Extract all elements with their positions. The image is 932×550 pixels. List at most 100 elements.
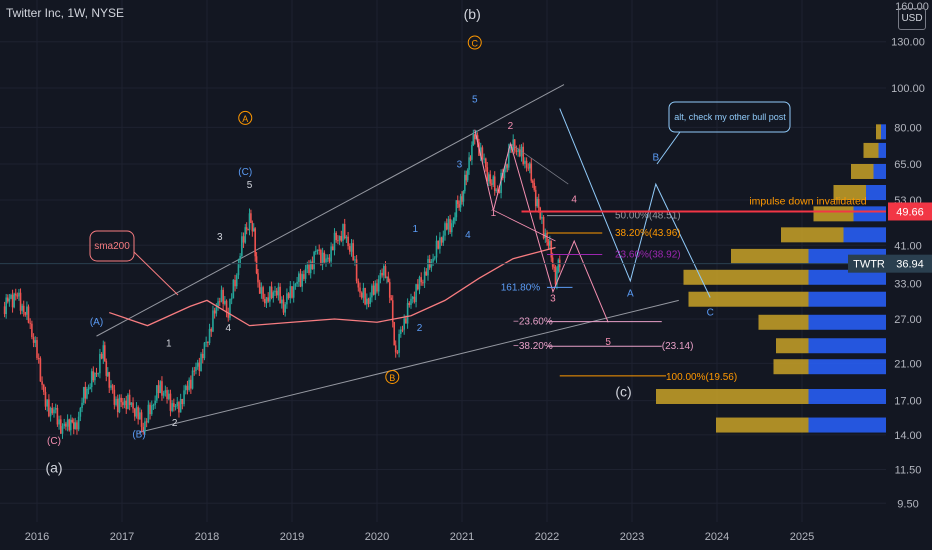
- candle-body: [260, 287, 263, 294]
- candle-body: [417, 284, 419, 290]
- candle-body: [72, 422, 75, 429]
- candle-body: [5, 297, 7, 314]
- candle-body: [301, 274, 303, 287]
- candle-body: [191, 370, 194, 389]
- wave-label-circle: [385, 369, 400, 384]
- candle-body: [454, 217, 456, 221]
- candle-body: [383, 266, 385, 276]
- candle-body: [284, 304, 286, 313]
- candle-body: [208, 328, 211, 343]
- wave-label: 4: [225, 323, 231, 334]
- volume-profile-down-bar: [688, 291, 809, 307]
- candle-body: [437, 240, 439, 249]
- volume-profile-down-bar: [731, 248, 809, 264]
- wave-line: [510, 143, 569, 185]
- candle-body: [422, 282, 424, 284]
- candle-body: [258, 282, 261, 294]
- alt-callout-text: alt, check my other bull post: [674, 112, 786, 122]
- wave-label: 2: [508, 121, 514, 132]
- candle-body: [347, 236, 349, 247]
- price-axis-label: 80.00: [894, 122, 922, 134]
- candle-body: [111, 385, 114, 390]
- candle-body: [298, 273, 300, 282]
- candle-body: [533, 182, 536, 190]
- candle-body: [76, 422, 78, 430]
- candle-body: [350, 243, 353, 252]
- candle-body: [21, 305, 23, 311]
- candle-body: [279, 286, 281, 304]
- volume-profile-down-bar: [683, 269, 809, 285]
- candle-body: [190, 379, 192, 389]
- candle-body: [113, 389, 116, 405]
- candle-body: [551, 257, 554, 267]
- time-axis-label: 2016: [25, 531, 49, 543]
- candle-body: [157, 385, 160, 394]
- volume-profile-up-bar: [808, 359, 886, 375]
- candle-body: [41, 381, 43, 385]
- candle-body: [26, 306, 28, 315]
- volume-profile-down-bar: [863, 142, 879, 158]
- candle-body: [222, 289, 224, 304]
- candle-body: [505, 164, 507, 170]
- candle-body: [509, 147, 512, 149]
- candle-body: [311, 261, 314, 270]
- candle-body: [387, 276, 390, 283]
- candle-body: [503, 169, 506, 179]
- time-axis-label: 2021: [450, 531, 474, 543]
- candle-body: [342, 224, 344, 241]
- candle-body: [44, 391, 47, 407]
- volume-profile-up-bar: [808, 388, 886, 404]
- candle-body: [224, 300, 226, 304]
- candle-body: [188, 379, 190, 390]
- candle-body: [367, 298, 370, 304]
- candle-body: [198, 362, 201, 372]
- candle-body: [374, 283, 377, 295]
- candle-body: [100, 353, 103, 359]
- candle-body: [411, 296, 414, 299]
- candle-body: [6, 297, 9, 302]
- candle-body: [36, 340, 38, 358]
- candle-body: [316, 249, 319, 252]
- candle-body: [553, 266, 555, 268]
- candle-body: [196, 362, 199, 367]
- volume-profile-up-bar: [808, 269, 886, 285]
- candle-body: [13, 293, 15, 308]
- candle-body: [512, 139, 515, 150]
- currency-badge[interactable]: USD: [898, 8, 926, 30]
- candle-body: [349, 246, 351, 252]
- price-axis-label: 21.00: [894, 358, 922, 370]
- candle-body: [539, 207, 541, 219]
- candle-body: [435, 240, 438, 258]
- symbol-badge-text: TWTR: [853, 259, 885, 271]
- candle-body: [234, 279, 236, 287]
- candle-body: [507, 148, 510, 168]
- candle-body: [154, 400, 156, 405]
- candle-body: [415, 284, 417, 302]
- candle-body: [287, 293, 290, 298]
- candle-body: [519, 149, 521, 157]
- wave-label: (c): [615, 383, 631, 399]
- candle-body: [77, 416, 80, 430]
- candle-body: [270, 286, 273, 298]
- candle-body: [400, 329, 402, 334]
- candle-body: [369, 297, 371, 304]
- candle-body: [442, 235, 445, 243]
- candle-body: [128, 394, 131, 405]
- volume-profile-down-bar: [876, 124, 881, 140]
- candle-body: [556, 271, 558, 285]
- candle-body: [366, 298, 368, 305]
- time-axis-label: 2025: [790, 531, 814, 543]
- candle-body: [133, 408, 136, 417]
- price-axis-label: 130.00: [891, 37, 925, 49]
- candle-body: [531, 180, 534, 183]
- candle-body: [458, 204, 460, 208]
- price-badge-invalidation: [888, 202, 932, 221]
- candle-body: [227, 312, 230, 318]
- candle-body: [137, 407, 139, 420]
- candle-body: [386, 276, 388, 278]
- candle-body: [225, 300, 228, 313]
- candle-body: [525, 160, 528, 168]
- price-axis-label: 65.00: [894, 159, 922, 171]
- candle-body: [58, 419, 60, 425]
